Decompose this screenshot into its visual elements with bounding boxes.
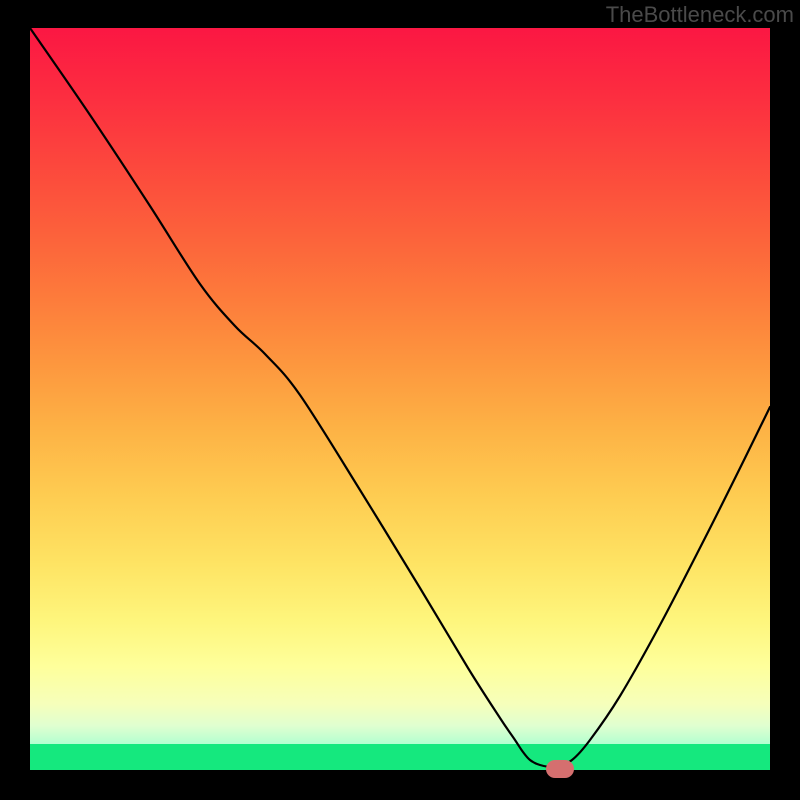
bottleneck-curve-path [30,28,770,767]
watermark-text: TheBottleneck.com [606,2,794,28]
chart-root: { "watermark": { "text": "TheBottleneck.… [0,0,800,800]
bottleneck-curve-svg [0,0,800,800]
optimal-point-marker [546,760,574,778]
